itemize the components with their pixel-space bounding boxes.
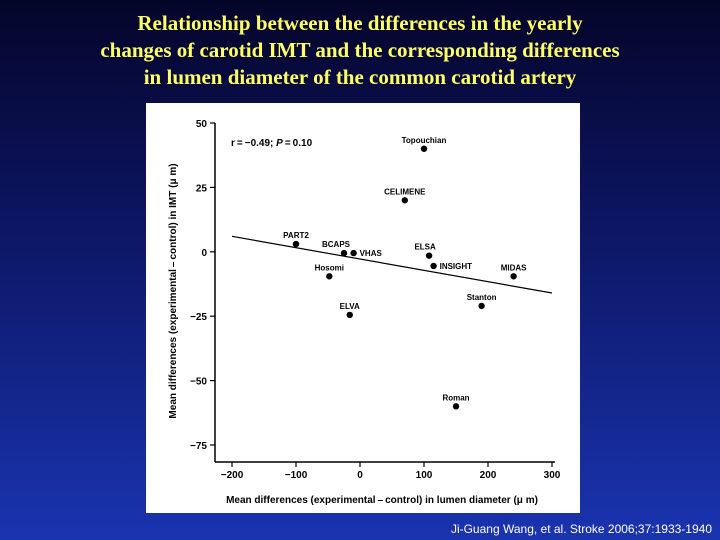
data-point [478,302,485,310]
point-label: Roman [442,393,469,402]
regression-line [231,235,553,294]
x-tick-label: 0 [357,470,363,481]
axes [214,123,555,463]
x-tick-label: −200 [221,470,244,481]
y-tick-label: −25 [190,312,207,323]
scatter-chart: 50 25 0 −25 −50 −75 −200 −100 0 100 200 300 Topouch… [168,119,561,506]
x-tick-label: 100 [416,470,433,481]
point-label: ELSA [414,243,436,252]
point-label: CELIMENE [384,187,426,196]
point-label: MIDAS [501,263,527,272]
p-symbol: P [276,138,283,149]
y-tick-label: 50 [196,119,208,130]
y-axis-title: Mean differences (experimental – control… [168,163,179,418]
x-tick-label: −100 [285,470,308,481]
data-point [292,240,300,248]
x-tick-label: 300 [544,470,561,481]
point-label: Stanton [467,293,497,302]
data-point [425,252,433,259]
y-tick-label: 0 [201,248,207,259]
slide-title: Relationship between the differences in … [0,10,720,91]
point-label: INSIGHT [440,262,473,271]
title-line-3: in lumen diameter of the common carotid … [143,65,577,89]
point-label: PART2 [283,231,309,240]
data-point [420,145,428,152]
point-label: BCAPS [322,240,351,249]
y-tick-label: 25 [196,183,208,194]
y-tick-label: −75 [190,441,207,452]
data-point [340,249,348,257]
point-label: ELVA [340,302,360,311]
point-label: Topouchian [402,136,447,145]
x-axis-title: Mean differences (experimental – control… [226,495,538,506]
point-label: Hosomi [315,263,344,272]
data-point [430,262,437,270]
data-point [401,197,408,204]
data-point [350,249,357,257]
chart-panel: 50 25 0 −25 −50 −75 −200 −100 0 100 200 300 Topouch… [146,103,580,513]
title-line-1: Relationship between the differences in … [137,11,583,35]
citation: Ji-Guang Wang, et al. Stroke 2006;37:193… [450,522,712,536]
data-point [452,403,460,410]
data-point [326,273,333,280]
data-point [346,311,353,319]
p-value-text: = 0.10 [283,138,313,149]
title-line-2: changes of carotid IMT and the correspon… [100,38,620,62]
x-tick-label: 200 [480,470,497,481]
r-value-text: r = −0.49; [231,138,273,149]
data-point [510,273,517,280]
data-points: Topouchian CELIMENE PART2 BCAPS VHAS ELSA INSI… [283,136,527,410]
correlation-annotation: r = −0.49; P = 0.10 [231,138,313,149]
ticks: 50 25 0 −25 −50 −75 −200 −100 0 100 200 300 [190,119,561,481]
y-tick-label: −50 [190,377,207,388]
point-label: VHAS [360,249,383,258]
